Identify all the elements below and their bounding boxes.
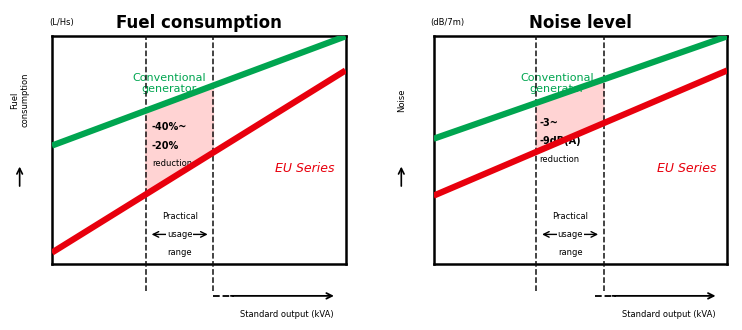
Text: range: range xyxy=(168,248,192,257)
Text: Conventional
generator: Conventional generator xyxy=(133,73,206,94)
Text: Fuel
consumption: Fuel consumption xyxy=(10,73,30,127)
Text: reduction: reduction xyxy=(539,155,580,164)
Text: range: range xyxy=(558,248,582,257)
Text: Practical: Practical xyxy=(162,212,197,221)
Text: (dB/7m): (dB/7m) xyxy=(430,18,464,27)
Text: usage: usage xyxy=(557,230,583,239)
Text: usage: usage xyxy=(167,230,192,239)
Text: -3~: -3~ xyxy=(539,118,558,128)
Polygon shape xyxy=(536,79,604,152)
Text: -9dB(A): -9dB(A) xyxy=(539,136,581,146)
Text: -40%~: -40%~ xyxy=(152,122,187,132)
Title: Fuel consumption: Fuel consumption xyxy=(116,14,282,32)
Text: -20%: -20% xyxy=(152,141,179,150)
Text: Standard output (kVA): Standard output (kVA) xyxy=(240,310,334,318)
Text: Conventional
generator: Conventional generator xyxy=(520,73,594,94)
Text: EU Series: EU Series xyxy=(275,162,335,175)
Text: reduction: reduction xyxy=(152,159,192,168)
Text: EU Series: EU Series xyxy=(657,162,716,175)
Text: (L/Hs): (L/Hs) xyxy=(49,18,73,27)
Text: Practical: Practical xyxy=(552,212,588,221)
Polygon shape xyxy=(146,85,214,194)
Text: Noise: Noise xyxy=(397,88,406,112)
Title: Noise level: Noise level xyxy=(529,14,631,32)
Text: Standard output (kVA): Standard output (kVA) xyxy=(622,310,715,318)
